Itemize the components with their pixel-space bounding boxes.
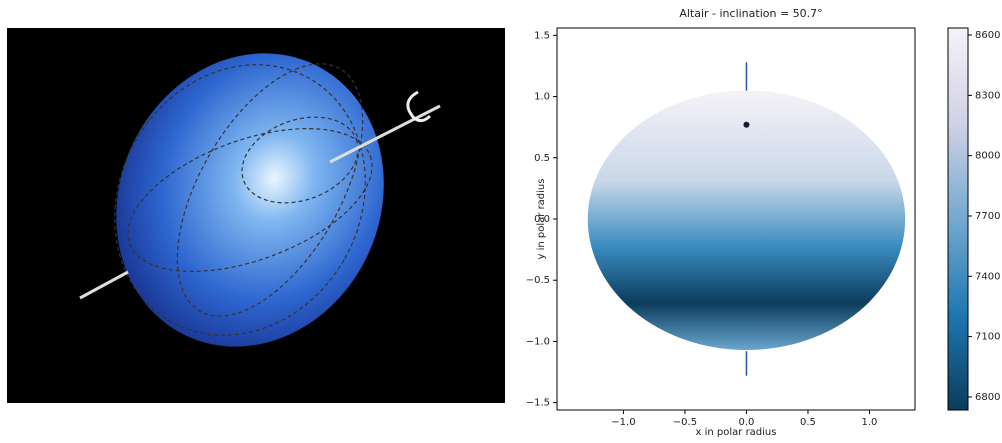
altair-image (7, 9, 505, 403)
y-tick-label: 0.0 (534, 214, 550, 225)
colorbar-tick-label: 6800 (975, 392, 1000, 403)
x-tick-label: −1.0 (611, 417, 635, 428)
y-tick-label: 0.5 (534, 153, 550, 164)
x-tick-label: 1.0 (862, 417, 878, 428)
colorbar-tick-label: 7100 (975, 332, 1000, 343)
y-tick-label: −0.5 (526, 275, 550, 286)
colorbar (948, 28, 968, 410)
figure: Altair - inclination = 50.7° x in polar … (0, 0, 1002, 439)
x-tick-label: 0.0 (739, 417, 755, 428)
y-tick-label: 1.0 (534, 92, 550, 103)
colorbar-tick-label: 8600 (975, 30, 1000, 41)
colorbar-tick-label: 7700 (975, 211, 1000, 222)
colorbar-tick-label: 7400 (975, 271, 1000, 282)
y-tick-label: −1.5 (526, 398, 550, 409)
x-axis-label: x in polar radius (696, 427, 777, 438)
y-tick-label: 1.5 (534, 30, 550, 41)
colorbar-tick-label: 8300 (975, 90, 1000, 101)
y-tick-label: −1.0 (526, 336, 550, 347)
star-surface (588, 90, 905, 350)
chart-title: Altair - inclination = 50.7° (679, 7, 822, 20)
pole (743, 122, 749, 128)
colorbar-tick-label: 8000 (975, 151, 1000, 162)
x-tick-label: −0.5 (673, 417, 697, 428)
x-tick-label: 0.5 (800, 417, 816, 428)
